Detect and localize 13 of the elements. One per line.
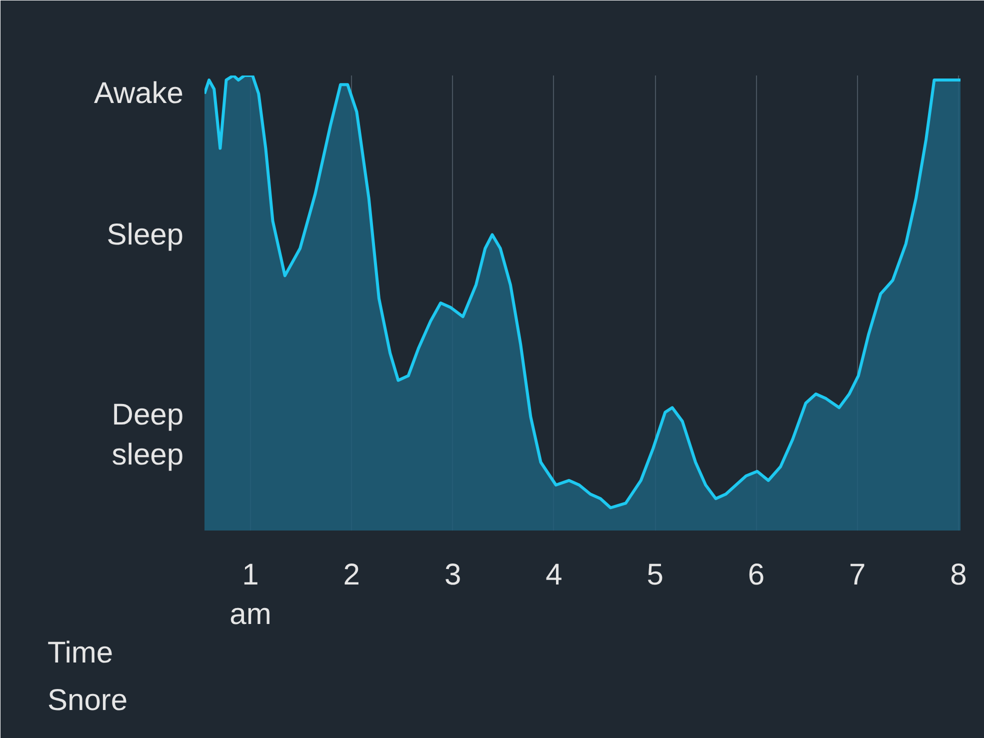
x-tick-label: 5 <box>646 558 664 592</box>
x-tick-label: 4 <box>546 558 562 592</box>
text: Snore <box>48 684 128 717</box>
text: Deep sleep <box>112 398 184 472</box>
x-tick-label: 2 <box>343 558 360 592</box>
x-tick-label: 8 <box>950 558 967 592</box>
x-tick-label: 1 am <box>230 558 272 632</box>
text: Awake <box>94 77 184 110</box>
text: Sleep <box>106 218 184 252</box>
x-tick-label: 7 <box>849 558 866 592</box>
x-tick-label: 3 <box>444 558 462 592</box>
x-tick-label: 6 <box>748 558 765 592</box>
x-axis-title: Time <box>48 636 114 670</box>
